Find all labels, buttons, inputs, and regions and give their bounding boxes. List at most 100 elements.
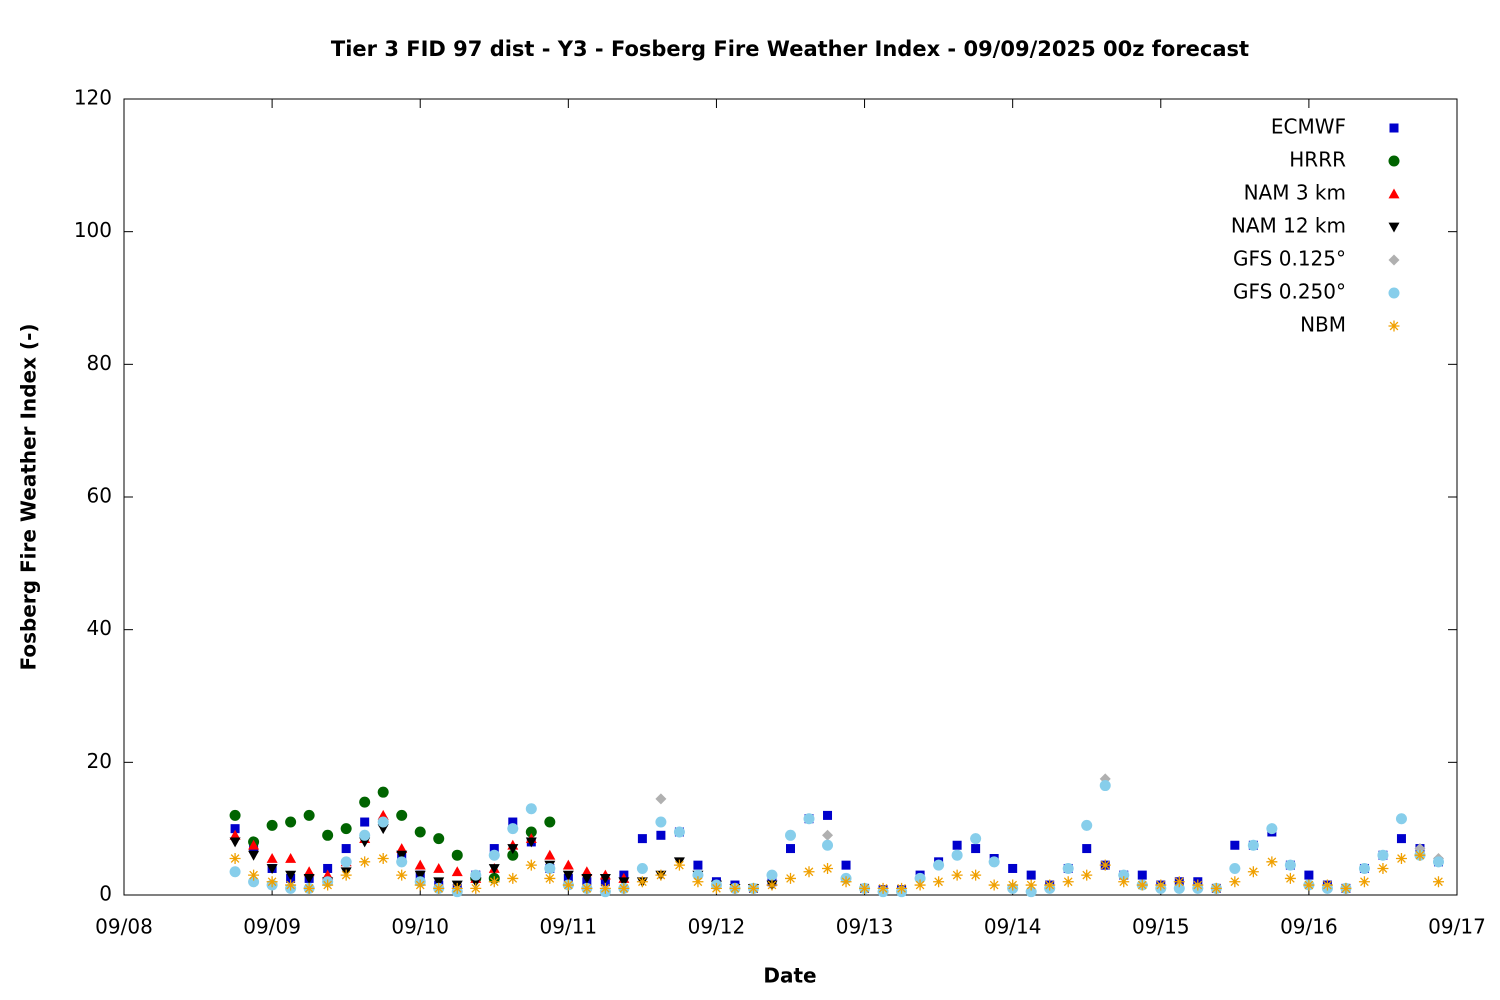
data-point xyxy=(1247,866,1259,878)
data-point xyxy=(933,859,945,871)
data-point xyxy=(729,882,741,894)
data-point xyxy=(303,874,315,884)
data-point xyxy=(1136,879,1148,891)
data-point xyxy=(414,870,426,881)
data-point xyxy=(1432,856,1444,868)
data-point xyxy=(396,850,408,861)
data-point xyxy=(414,826,426,838)
data-point xyxy=(914,872,926,884)
y-tick-label: 0 xyxy=(99,882,112,906)
data-point xyxy=(1081,819,1093,831)
data-point xyxy=(396,869,408,881)
data-point xyxy=(340,856,352,868)
data-point xyxy=(266,864,278,874)
data-point xyxy=(525,837,537,848)
data-point xyxy=(1284,872,1296,884)
x-tick-label: 09/08 xyxy=(95,915,153,939)
data-point xyxy=(599,882,611,894)
data-point xyxy=(266,853,278,863)
data-point xyxy=(507,849,519,861)
data-point xyxy=(360,817,370,827)
data-point xyxy=(377,786,389,798)
data-point xyxy=(1284,859,1296,871)
data-point xyxy=(230,824,240,834)
data-point xyxy=(340,823,352,835)
data-point xyxy=(581,874,593,884)
data-point xyxy=(488,849,500,861)
data-point xyxy=(341,844,351,854)
data-point xyxy=(786,844,795,854)
y-axis-label: Fosberg Fire Weather Index (-) xyxy=(17,323,41,670)
x-tick-label: 09/11 xyxy=(540,915,598,939)
data-point xyxy=(637,834,647,844)
data-point xyxy=(303,809,315,821)
x-tick-label: 09/09 xyxy=(243,915,301,939)
data-point xyxy=(1247,839,1259,851)
data-point xyxy=(1414,849,1426,861)
data-point xyxy=(377,816,389,828)
data-point xyxy=(414,879,426,891)
data-point xyxy=(822,829,834,841)
x-tick-label: 09/10 xyxy=(391,915,449,939)
legend-label: NBM xyxy=(1300,313,1346,337)
chart-title: Tier 3 FID 97 dist - Y3 - Fosberg Fire W… xyxy=(331,37,1249,61)
data-point xyxy=(914,879,926,891)
legend-marker xyxy=(1388,222,1400,233)
data-point xyxy=(1432,876,1444,888)
legend-label: GFS 0.125° xyxy=(1233,247,1346,271)
data-point xyxy=(1396,834,1406,844)
data-point xyxy=(841,860,851,870)
x-tick-label: 09/14 xyxy=(984,915,1042,939)
data-point xyxy=(544,816,556,828)
data-point xyxy=(859,882,871,894)
legend-marker xyxy=(1388,188,1400,199)
data-point xyxy=(285,879,297,891)
data-point xyxy=(488,876,500,888)
data-point xyxy=(1118,869,1130,881)
data-point xyxy=(1377,862,1389,874)
data-point xyxy=(303,882,315,894)
legend-label: ECMWF xyxy=(1271,115,1346,139)
data-point xyxy=(1210,882,1222,894)
data-point xyxy=(359,829,371,841)
data-point xyxy=(822,839,834,851)
data-point xyxy=(877,882,889,894)
data-point xyxy=(1025,886,1037,898)
legend-label: NAM 12 km xyxy=(1231,214,1346,238)
data-point xyxy=(803,866,815,878)
data-point xyxy=(1099,780,1111,792)
data-point xyxy=(785,829,796,841)
y-tick-label: 60 xyxy=(87,484,112,508)
data-point xyxy=(710,882,722,894)
y-tick-label: 120 xyxy=(74,86,112,110)
data-point xyxy=(1118,876,1130,888)
legend-label: NAM 3 km xyxy=(1244,181,1346,205)
data-point xyxy=(507,872,519,884)
data-point xyxy=(636,876,648,888)
data-point xyxy=(1025,879,1037,891)
data-point xyxy=(285,853,297,863)
x-tick-label: 09/15 xyxy=(1132,915,1190,939)
data-point xyxy=(1358,862,1370,874)
data-point xyxy=(766,879,778,891)
data-point xyxy=(1044,879,1056,891)
data-point xyxy=(1395,813,1407,825)
data-point xyxy=(1026,870,1036,880)
data-point xyxy=(1304,870,1314,880)
y-tick-label: 20 xyxy=(87,749,112,773)
data-point xyxy=(692,869,704,881)
data-point xyxy=(433,833,445,845)
data-point xyxy=(323,863,333,873)
data-point xyxy=(988,856,1000,868)
data-point xyxy=(840,876,852,888)
data-point xyxy=(1229,876,1241,888)
data-point xyxy=(396,856,408,868)
data-point xyxy=(451,866,463,877)
data-point xyxy=(303,866,315,877)
data-point xyxy=(562,859,574,870)
data-point xyxy=(340,869,352,881)
data-point xyxy=(655,793,667,805)
data-point xyxy=(1192,879,1204,891)
data-point xyxy=(229,837,241,848)
data-point xyxy=(414,859,426,870)
